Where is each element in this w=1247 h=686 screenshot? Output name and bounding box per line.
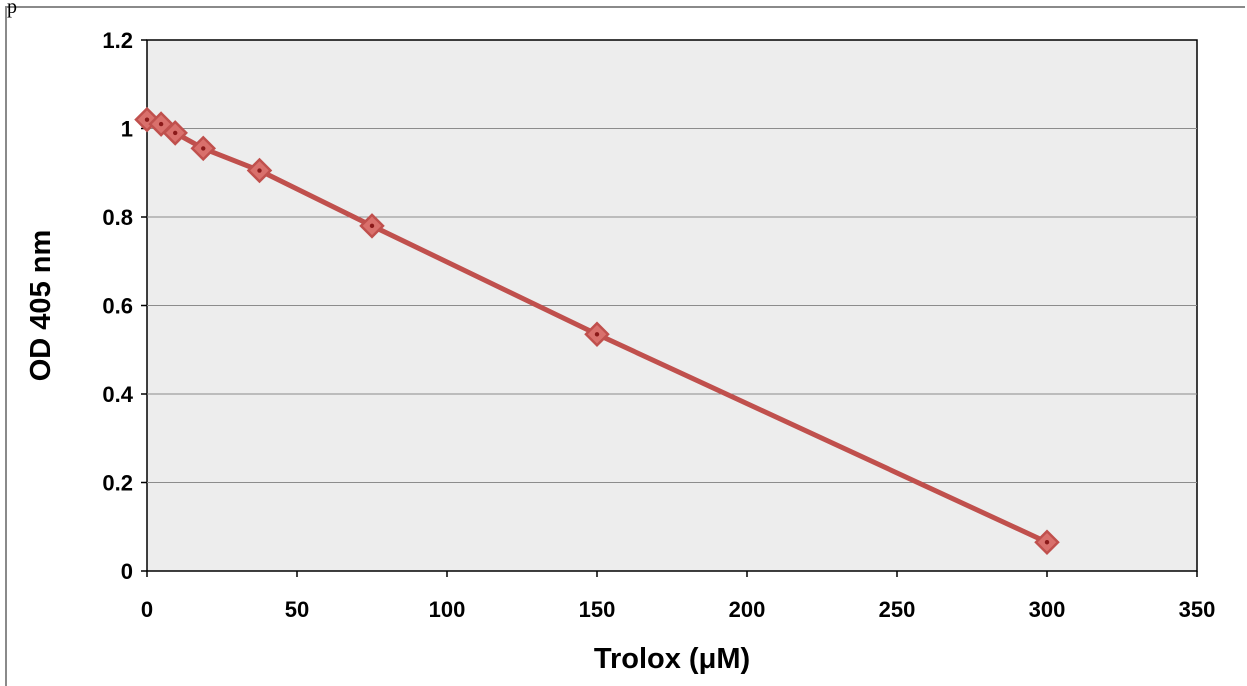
x-tick-label: 350: [1179, 597, 1216, 622]
chart-frame: p: [5, 0, 1245, 686]
x-tick-label: 0: [141, 597, 153, 622]
y-tick-label: 0.4: [102, 382, 133, 407]
gridlines: [147, 128, 1197, 483]
x-axis-ticks: 0 50 100 150 200 250 300 350: [141, 571, 1215, 622]
corner-text: p: [7, 0, 17, 18]
x-axis-title: Trolox (μM): [594, 643, 750, 675]
y-tick-label: 0.6: [102, 294, 133, 319]
data-point-center: [369, 223, 375, 229]
data-point-center: [158, 121, 164, 127]
data-point-center: [144, 117, 150, 122]
series-group: [134, 106, 1060, 556]
x-tick-label: 300: [1029, 597, 1066, 622]
y-tick-label: 0.8: [102, 205, 133, 230]
data-point-center: [201, 146, 206, 151]
data-point-center: [257, 168, 262, 173]
data-point-center: [1044, 540, 1050, 545]
data-point-center: [173, 130, 178, 136]
y-tick-label: 1: [121, 117, 133, 142]
x-tick-label: 200: [729, 597, 766, 622]
x-tick-label: 100: [429, 597, 466, 622]
x-tick-label: 150: [579, 597, 616, 622]
y-axis-title: OD 405 nm: [25, 230, 57, 382]
y-tick-label: 1.2: [102, 28, 133, 53]
y-tick-label: 0.2: [102, 471, 133, 496]
data-point-center: [594, 332, 600, 337]
y-tick-label: 0: [121, 559, 133, 584]
x-tick-label: 250: [879, 597, 916, 622]
x-tick-label: 50: [285, 597, 309, 622]
y-axis-ticks: 0 0.2 0.4 0.6 0.8 1 1.2: [102, 28, 147, 584]
